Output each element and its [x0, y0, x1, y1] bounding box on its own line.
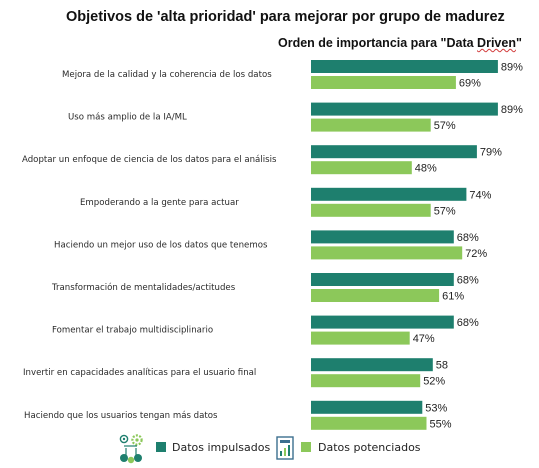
- bar-value-label: 57%: [434, 120, 456, 132]
- bar-value-label: 89%: [501, 62, 523, 74]
- bar-value-label: 72%: [465, 248, 487, 260]
- chart-subtitle: Orden de importancia para "Data Driven": [278, 36, 522, 50]
- bar-datos-potenciados: [311, 118, 431, 132]
- bar-datos-impulsados: [311, 315, 454, 329]
- bar-value-label: 89%: [501, 104, 523, 116]
- bar-datos-impulsados: [311, 358, 433, 372]
- bar-datos-potenciados: [311, 161, 412, 175]
- chart-title: Objetivos de 'alta prioridad' para mejor…: [66, 9, 505, 25]
- bar-value-label: 57%: [434, 205, 456, 217]
- bar-datos-potenciados: [311, 374, 421, 388]
- legend-label-impulsados: Datos impulsados: [172, 441, 271, 454]
- category-label: Haciendo un mejor uso de los datos que t…: [54, 240, 268, 250]
- legend-label-potenciados: Datos potenciados: [318, 441, 421, 454]
- subtitle-spellcheck-word: Driven: [477, 36, 516, 50]
- category-label: Haciendo que los usuarios tengan más dat…: [24, 411, 218, 421]
- bar-datos-impulsados: [311, 230, 454, 244]
- bar-value-label: 61%: [442, 291, 464, 303]
- legend: Datos impulsados Datos potenciados: [118, 434, 538, 464]
- bar-datos-potenciados: [311, 203, 431, 217]
- bar-datos-impulsados: [311, 60, 498, 73]
- bar-datos-impulsados: [311, 273, 454, 286]
- bar-value-label: 55%: [430, 418, 452, 430]
- bar-datos-potenciados: [311, 416, 427, 430]
- bar-datos-impulsados: [311, 145, 477, 159]
- bars-layer: Mejora de la calidad y la coherencia de …: [22, 60, 523, 430]
- bar-datos-potenciados: [311, 246, 463, 260]
- legend-swatch-potenciados: [301, 442, 311, 452]
- bar-value-label: 79%: [480, 147, 502, 159]
- gears-network-icon: [119, 434, 143, 464]
- bar-value-label: 74%: [469, 189, 491, 201]
- bar-datos-potenciados: [311, 331, 410, 345]
- category-label: Mejora de la calidad y la coherencia de …: [62, 70, 272, 80]
- bar-datos-impulsados: [311, 187, 467, 201]
- bar-datos-impulsados: [311, 400, 423, 414]
- bar-value-label: 53%: [425, 402, 447, 414]
- legend-swatch-impulsados: [156, 442, 166, 452]
- category-label: Adoptar un enfoque de ciencia de los dat…: [22, 155, 277, 165]
- category-label: Transformación de mentalidades/actitudes: [51, 282, 236, 293]
- subtitle-prefix: Orden de importancia para "Data: [278, 36, 478, 50]
- bar-value-label: 58: [436, 360, 448, 372]
- bar-value-label: 68%: [457, 317, 479, 329]
- category-label: Invertir en capacidades analíticas para …: [23, 368, 256, 378]
- bar-value-label: 48%: [415, 163, 437, 175]
- category-label: Fomentar el trabajo multidisciplinario: [52, 326, 213, 336]
- document-chart-icon: [276, 436, 294, 460]
- subtitle-suffix: ": [515, 36, 522, 50]
- bar-datos-potenciados: [311, 289, 440, 302]
- bar-value-label: 47%: [413, 333, 435, 345]
- bar-value-label: 68%: [457, 232, 479, 244]
- bar-value-label: 52%: [423, 376, 445, 388]
- bar-datos-potenciados: [311, 76, 456, 89]
- bar-value-label: 68%: [457, 275, 479, 287]
- bar-datos-impulsados: [311, 102, 498, 116]
- category-label: Uso más amplio de la IA/ML: [68, 113, 187, 123]
- category-label: Empoderando a la gente para actuar: [80, 198, 239, 208]
- bar-value-label: 69%: [459, 78, 481, 90]
